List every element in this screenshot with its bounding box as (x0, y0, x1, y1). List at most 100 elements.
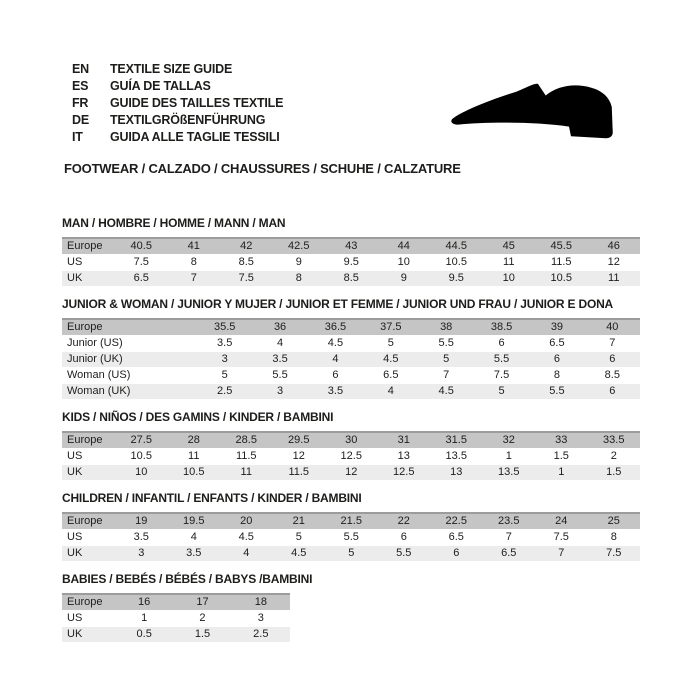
size-value: 28.5 (220, 431, 273, 448)
size-value: 1 (115, 611, 174, 626)
size-value: 13.5 (482, 465, 535, 480)
size-value: 21 (272, 512, 325, 529)
size-row: US 3.5 4 4.5 5 5.5 6 6.5 7 7.5 8 (62, 530, 640, 545)
size-header-row: Europe 27.5 28 28.5 29.5 30 31 31.5 32 33 33.5 (62, 431, 640, 448)
size-row: US 1 2 3 (62, 611, 290, 626)
size-tables: MAN / HOMBRE / HOMME / MANN / MAN Europe 4… (62, 217, 640, 643)
size-value: 8 (272, 271, 325, 286)
size-value: 10.5 (430, 255, 483, 270)
size-value: 2.5 (197, 384, 253, 399)
size-value: 4 (220, 546, 273, 561)
section-title: BABIES / BEBÉS / BÉBÉS / BABYS /BAMBINI (62, 572, 313, 586)
size-section: CHILDREN / INFANTIL / ENFANTS / KINDER /… (62, 492, 640, 562)
size-value: 11.5 (220, 449, 273, 464)
row-label: Europe (62, 318, 197, 335)
size-value: 7.5 (473, 368, 530, 383)
size-value: 38.5 (473, 318, 530, 335)
size-row: Junior (UK) 3 3.5 4 4.5 5 5.5 6 6 (62, 352, 640, 367)
size-value: 8 (167, 255, 220, 270)
size-value: 31.5 (430, 431, 483, 448)
size-value: 5.5 (252, 368, 308, 383)
size-header-row: Europe 40.5 41 42 42.5 43 44 44.5 45 45.5 46 (62, 237, 640, 254)
size-value: 2 (173, 611, 232, 626)
size-value: 29.5 (272, 431, 325, 448)
size-value: 11 (587, 271, 640, 286)
size-value: 4 (363, 384, 419, 399)
size-value: 36 (252, 318, 308, 335)
size-value: 12 (587, 255, 640, 270)
size-value: 10 (377, 255, 430, 270)
row-label: UK (62, 546, 115, 561)
size-value: 1.5 (587, 465, 640, 480)
size-value: 7 (482, 530, 535, 545)
language-code: FR (72, 96, 89, 110)
size-table: Europe 16 17 18 US 1 2 3 UK 0.5 1.5 2.5 (62, 592, 290, 643)
row-label: US (62, 255, 115, 270)
size-value: 6.5 (482, 546, 535, 561)
size-section: MAN / HOMBRE / HOMME / MANN / MAN Europe 4… (62, 217, 640, 287)
size-value: 6 (473, 336, 530, 351)
size-value: 6.5 (115, 271, 168, 286)
dress-shoe-icon (448, 78, 624, 146)
row-label: Europe (62, 431, 115, 448)
size-value: 30 (325, 431, 378, 448)
size-value: 7 (418, 368, 474, 383)
row-label: Europe (62, 237, 115, 254)
size-value: 4 (307, 352, 364, 367)
row-label: Europe (62, 593, 115, 610)
section-title: MAN / HOMBRE / HOMME / MANN / MAN (62, 216, 286, 230)
size-row: UK 3 3.5 4 4.5 5 5.5 6 6.5 7 7.5 (62, 546, 640, 561)
row-label: UK (62, 465, 115, 480)
size-value: 8 (587, 530, 640, 545)
size-value: 1.5 (173, 627, 232, 642)
size-value: 27.5 (115, 431, 168, 448)
size-row: Junior (US) 3.5 4 4.5 5 5.5 6 6.5 7 (62, 336, 640, 351)
size-value: 5.5 (377, 546, 430, 561)
size-value: 11 (482, 255, 535, 270)
size-value: 4.5 (220, 530, 273, 545)
row-label: US (62, 530, 115, 545)
size-value: 5 (473, 384, 530, 399)
language-label: GUÍA DE TALLAS (110, 79, 211, 93)
size-table: Europe 27.5 28 28.5 29.5 30 31 31.5 32 33 33.5 US 10… (62, 430, 640, 481)
size-value: 22.5 (430, 512, 483, 529)
size-value: 1 (482, 449, 535, 464)
size-value: 4.5 (307, 336, 364, 351)
size-table: Europe 35.5 36 36.5 37.5 38 38.5 39 40 Junior (US… (62, 317, 640, 400)
language-label: GUIDA ALLE TAGLIE TESSILI (110, 130, 280, 144)
size-value: 1 (535, 465, 588, 480)
size-value: 40.5 (115, 237, 168, 254)
size-value: 42 (220, 237, 273, 254)
size-value: 18 (231, 593, 290, 610)
size-table: Europe 40.5 41 42 42.5 43 44 44.5 45 45.5 46 US 7.5 8… (62, 236, 640, 287)
size-value: 9.5 (325, 255, 378, 270)
size-value: 4 (252, 336, 308, 351)
size-value: 7.5 (587, 546, 640, 561)
size-row: UK 10 10.5 11 11.5 12 12.5 13 13.5 1 1.5 (62, 465, 640, 480)
size-value: 9 (272, 255, 325, 270)
size-value: 11 (167, 449, 220, 464)
row-label: US (62, 449, 115, 464)
category-title: FOOTWEAR / CALZADO / CHAUSSURES / SCHUHE… (64, 161, 461, 176)
size-header-row: Europe 35.5 36 36.5 37.5 38 38.5 39 40 (62, 318, 640, 335)
size-value: 7 (167, 271, 220, 286)
row-label: Woman (US) (62, 368, 197, 383)
language-row: ES GUÍA DE TALLAS (72, 78, 283, 95)
size-table: Europe 19 19.5 20 21 21.5 22 22.5 23.5 24 25 US 3.5 4… (62, 511, 640, 562)
size-row: US 7.5 8 8.5 9 9.5 10 10.5 11 11.5 12 (62, 255, 640, 270)
size-value: 44.5 (430, 237, 483, 254)
size-value: 5 (363, 336, 419, 351)
size-value: 23.5 (482, 512, 535, 529)
language-row: IT GUIDA ALLE TAGLIE TESSILI (72, 129, 283, 146)
size-value: 11.5 (272, 465, 325, 480)
language-code: DE (72, 113, 89, 127)
section-title: JUNIOR & WOMAN / JUNIOR Y MUJER / JUNIOR… (62, 297, 614, 311)
size-value: 3.5 (115, 530, 168, 545)
language-label: GUIDE DES TAILLES TEXTILE (110, 96, 284, 110)
size-value: 6.5 (363, 368, 419, 383)
row-label: US (62, 611, 115, 626)
language-title-list: EN TEXTILE SIZE GUIDE ES GUÍA DE TALLAS … (72, 61, 283, 146)
size-value: 6 (584, 384, 640, 399)
size-value: 32 (482, 431, 535, 448)
size-value: 2.5 (231, 627, 290, 642)
